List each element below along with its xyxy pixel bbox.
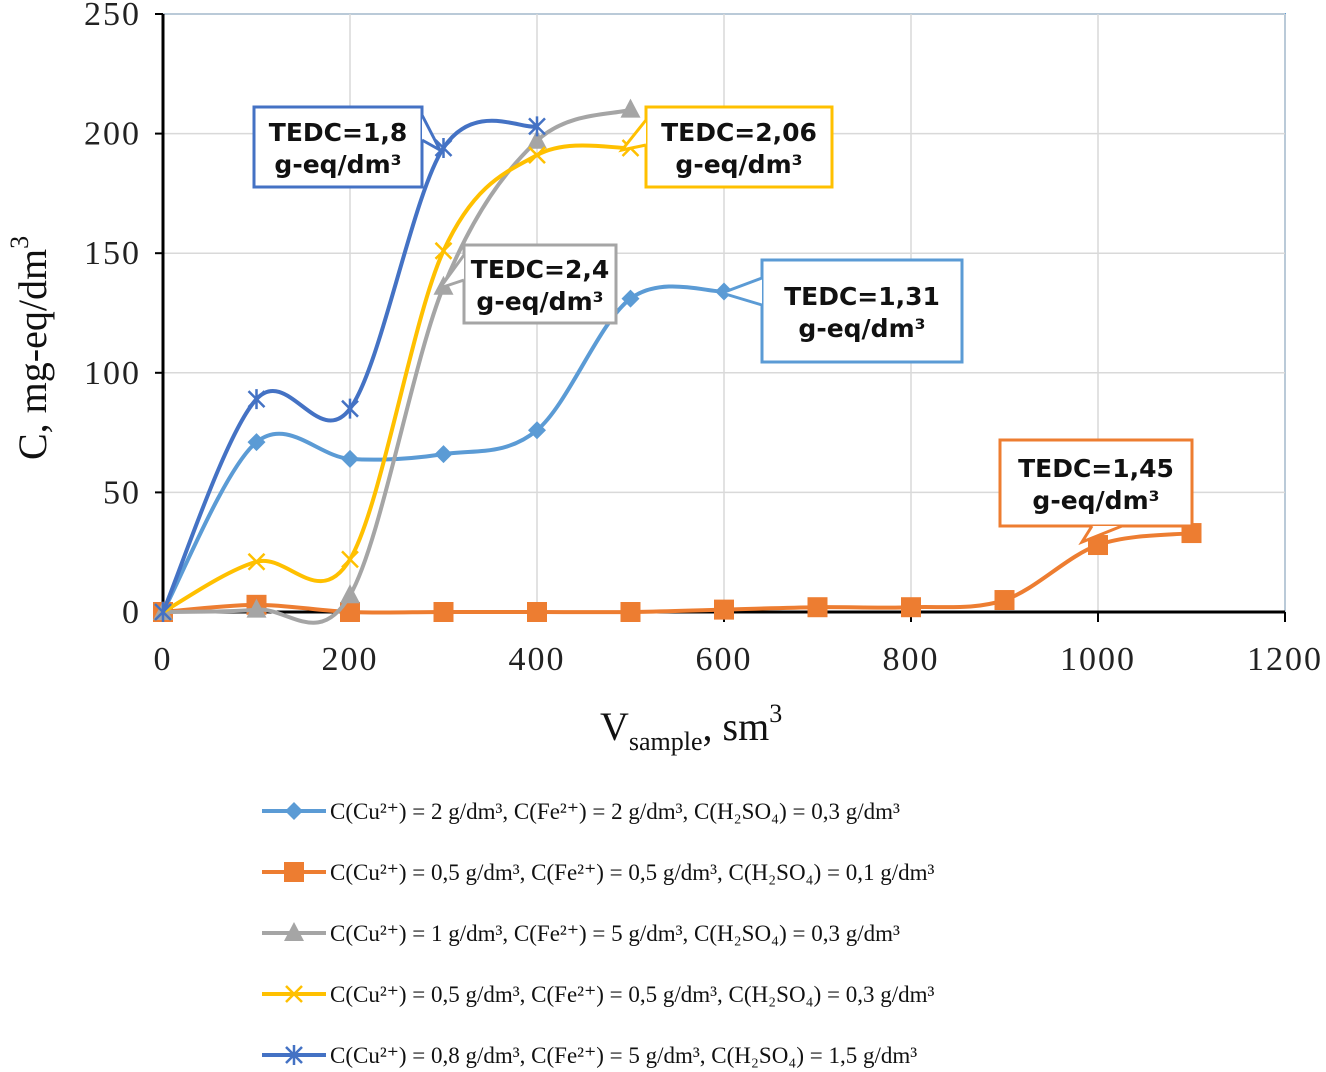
x-axis-title: Vsample, sm3 (600, 699, 782, 756)
series-3-point (340, 584, 360, 604)
series-2-point (1181, 523, 1202, 544)
series-1-point (247, 433, 266, 452)
callout-pointer (618, 119, 648, 153)
series-2-line (162, 531, 1192, 615)
y-tick-label: 100 (84, 355, 141, 392)
y-tick-label: 200 (84, 116, 141, 153)
legend: C(Cu²⁺) = 2 g/dm³, C(Fe²⁺) = 2 g/dm³, C(… (262, 799, 934, 1068)
series-3-point (527, 129, 547, 149)
callout-2: TEDC=2,06 g-eq/dm³ (618, 105, 834, 189)
legend-entry-2: C(Cu²⁺) = 0,5 g/dm³, C(Fe²⁺) = 0,5 g/dm³… (262, 860, 934, 885)
legend-swatch-marker (284, 862, 304, 882)
series-5-point (341, 398, 359, 419)
callout-5: TEDC=1,45 g-eq/dm³ (998, 438, 1194, 546)
callout-pointer (717, 276, 763, 307)
series-3-point (620, 98, 641, 118)
x-tick-label: 1000 (1060, 641, 1136, 678)
series-2-point (340, 602, 360, 622)
callout-1: TEDC=1,8 g-eq/dm³ (252, 105, 444, 189)
series-layer (153, 98, 1202, 625)
callout-box (998, 438, 1194, 528)
legend-swatch-marker (284, 922, 304, 941)
legend-label: C(Cu²⁺) = 0,8 g/dm³, C(Fe²⁺) = 5 g/dm³, … (330, 1043, 917, 1068)
series-2-point (1088, 535, 1108, 556)
series-4-point (434, 241, 453, 260)
callout-line2: g-eq/dm³ (274, 150, 401, 179)
series-1-point (528, 421, 546, 440)
y-axis-title: C, mg-eq/dm3 (5, 236, 55, 460)
callout-line2: g-eq/dm³ (476, 287, 603, 316)
series-1-point (341, 449, 359, 468)
series-5-point (154, 602, 172, 622)
y-tick-label: 250 (84, 0, 141, 33)
series-4-point (341, 550, 359, 569)
y-tick-label: 50 (103, 474, 141, 511)
series-5-point (247, 389, 266, 410)
series-4-line (162, 143, 631, 614)
callout-line1: TEDC=2,4 (471, 255, 609, 284)
y-tick-label: 150 (84, 235, 141, 272)
callout-line1: TEDC=1,8 (269, 118, 407, 147)
legend-label: C(Cu²⁺) = 0,5 g/dm³, C(Fe²⁺) = 0,5 g/dm³… (330, 982, 934, 1007)
series-2-point (433, 602, 454, 622)
series-2-point (620, 602, 641, 622)
callout-pointer (436, 254, 466, 291)
x-tick-label: 0 (154, 641, 173, 678)
callout-box (644, 105, 834, 189)
series-1 (154, 282, 733, 621)
x-tick-label: 1200 (1247, 641, 1323, 678)
series-2-point (527, 602, 547, 622)
callout-pointer (1078, 524, 1123, 546)
legend-label: C(Cu²⁺) = 1 g/dm³, C(Fe²⁺) = 5 g/dm³, C(… (330, 921, 900, 946)
callout-line1: TEDC=1,31 (784, 282, 940, 311)
series-4 (154, 139, 640, 621)
series-5 (154, 116, 546, 622)
y-tick-label: 0 (122, 594, 141, 631)
legend-entry-3: C(Cu²⁺) = 1 g/dm³, C(Fe²⁺) = 5 g/dm³, C(… (262, 921, 900, 946)
legend-swatch-marker (285, 985, 303, 1003)
axes: 0 50 100 150 200 250 0 200 400 600 800 1000 1200 (84, 0, 1323, 678)
callout-box (462, 243, 618, 325)
legend-entry-1: C(Cu²⁺) = 2 g/dm³, C(Fe²⁺) = 2 g/dm³, C(… (262, 799, 900, 824)
legend-label: C(Cu²⁺) = 2 g/dm³, C(Fe²⁺) = 2 g/dm³, C(… (330, 799, 900, 824)
series-2-point (901, 597, 921, 618)
series-1-point (621, 289, 640, 308)
legend-entry-5: C(Cu²⁺) = 0,8 g/dm³, C(Fe²⁺) = 5 g/dm³, … (262, 1043, 917, 1068)
x-tick-label: 400 (509, 641, 566, 678)
legend-swatch-marker (285, 1045, 303, 1065)
callout-line2: g-eq/dm³ (798, 314, 925, 343)
series-4-point (528, 146, 546, 165)
callout-line2: g-eq/dm³ (675, 150, 802, 179)
series-4-point (247, 552, 266, 571)
callout-pointer (420, 114, 444, 154)
callout-3: TEDC=2,4 g-eq/dm³ (436, 243, 618, 325)
legend-label: C(Cu²⁺) = 0,5 g/dm³, C(Fe²⁺) = 0,5 g/dm³… (330, 860, 934, 885)
x-tick-label: 600 (696, 641, 753, 678)
callout-line1: TEDC=2,06 (661, 118, 817, 147)
series-5-point (434, 137, 453, 158)
series-2 (153, 523, 1202, 622)
callout-4: TEDC=1,31 g-eq/dm³ (717, 258, 964, 364)
callout-box (252, 105, 424, 189)
x-tick-label: 200 (322, 641, 379, 678)
callout-box (760, 258, 964, 364)
legend-swatch-marker (285, 802, 303, 820)
callout-line2: g-eq/dm³ (1032, 486, 1159, 515)
series-2-point (714, 599, 734, 620)
series-2-point (807, 597, 828, 618)
series-5-point (528, 116, 546, 137)
x-tick-label: 800 (883, 641, 940, 678)
callout-line1: TEDC=1,45 (1018, 454, 1174, 483)
callouts: TEDC=1,8g-eq/dm³TEDC=2,06g-eq/dm³TEDC=2,… (252, 105, 1194, 546)
series-3-point (246, 598, 267, 618)
legend-entry-4: C(Cu²⁺) = 0,5 g/dm³, C(Fe²⁺) = 0,5 g/dm³… (262, 982, 934, 1007)
series-2-point (994, 590, 1015, 611)
series-1-point (434, 445, 453, 464)
